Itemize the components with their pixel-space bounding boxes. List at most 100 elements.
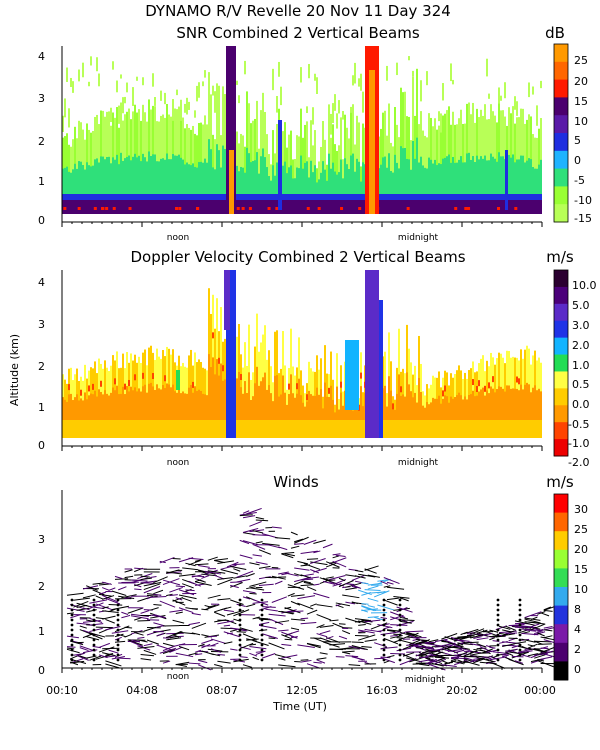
dop-cell [328,397,330,420]
wind-barb [150,596,167,598]
dop-cell [168,384,170,420]
snr-cell [178,106,180,194]
snr-cell [312,145,314,194]
snr-cell [456,162,458,194]
snr-cell [292,159,294,194]
dop-cell [92,394,94,420]
snr-cell [74,163,76,194]
dop-cell [298,378,300,420]
snr-cell [528,114,530,194]
dop-cell [346,402,348,420]
snr-cell [332,103,334,123]
wind-barb [82,633,93,639]
wind-barb [162,646,174,652]
snr-cell [278,61,280,77]
wind-calm-dot [92,618,96,622]
wind-barb [534,631,546,636]
wind-barb [191,574,202,578]
snr-cell [174,108,176,194]
snr-cell [268,176,270,194]
wind-barb [230,627,247,631]
wind-barb [377,590,386,594]
wind-calm-dot [398,618,402,622]
dop-cell [196,391,198,420]
wind-calm-dot [518,628,522,632]
wind-barb [153,603,162,606]
wind-barb [418,639,431,645]
snr-cell [532,134,534,194]
wind-calm-dot [518,598,522,602]
wind-barb [278,657,286,661]
snr-cell [238,95,240,104]
dop-cell [512,388,514,420]
snr-cell [120,152,122,194]
wind-barb [130,613,149,618]
wind-barb [242,540,259,546]
dop-cell [142,386,144,420]
snr-cell [264,113,266,136]
wind-calm-dot [92,653,96,657]
snr-cell [306,161,308,194]
snr-cell [358,161,360,194]
dop-cell [86,399,88,420]
wind-barb [281,634,292,640]
wind-barb [364,589,381,591]
wind-barb [310,603,317,607]
wind-barb [383,626,391,630]
wind-barb [364,565,379,571]
snr-cell [70,146,72,194]
snr-cell [196,167,198,194]
snr-cell [422,130,424,194]
snr-cell [308,177,310,194]
dop-cell [150,382,152,420]
wind-barb [143,583,161,591]
wind-barb [428,639,439,643]
wind-barb [386,629,401,632]
wind-barb [332,560,347,568]
dop-cell [122,386,124,420]
snr-cell [498,152,500,194]
wind-barb [214,558,229,561]
wind-barb [239,627,253,632]
dop-cell [418,377,420,420]
dop-cell [424,407,426,420]
wind-barb [105,653,114,656]
snr-cell [220,135,222,194]
doppler-colorbar-swatch [554,388,568,406]
snr-cell [320,172,322,194]
snr-cell [154,154,156,194]
dop-cell [164,375,166,382]
wind-calm-dot [116,618,120,622]
wind-calm-dot [398,628,402,632]
snr-cell [448,106,450,194]
doppler-colorbar-swatch [554,371,568,389]
wind-barb [402,654,416,660]
dop-cell [468,395,470,420]
snr-cell [288,134,290,194]
wind-barb [486,658,495,663]
wind-barb [470,650,478,653]
snr-colorbar-tick: 20 [574,75,588,88]
snr-cell [108,156,110,194]
wind-barb [534,640,552,643]
winds-colorbar-swatch [554,531,568,551]
wind-barb [66,635,79,639]
snr-cell [334,144,336,194]
dop-cell [246,392,248,420]
wind-barb [386,597,399,601]
wind-barb [191,622,207,629]
wind-barb [188,652,198,656]
dop-cell [516,376,518,383]
wind-barb [300,574,310,579]
snr-cell [386,135,388,194]
wind-barb [316,613,332,621]
wind-barb [393,596,410,599]
snr-cell [116,80,118,93]
wind-calm-dot [518,618,522,622]
snr-cell [444,113,446,194]
wind-barb [486,649,498,653]
dop-cell [478,380,480,387]
snr-cell [408,116,410,194]
snr-colorbar-tick: -5 [574,174,585,187]
wind-calm-dot [116,638,120,642]
